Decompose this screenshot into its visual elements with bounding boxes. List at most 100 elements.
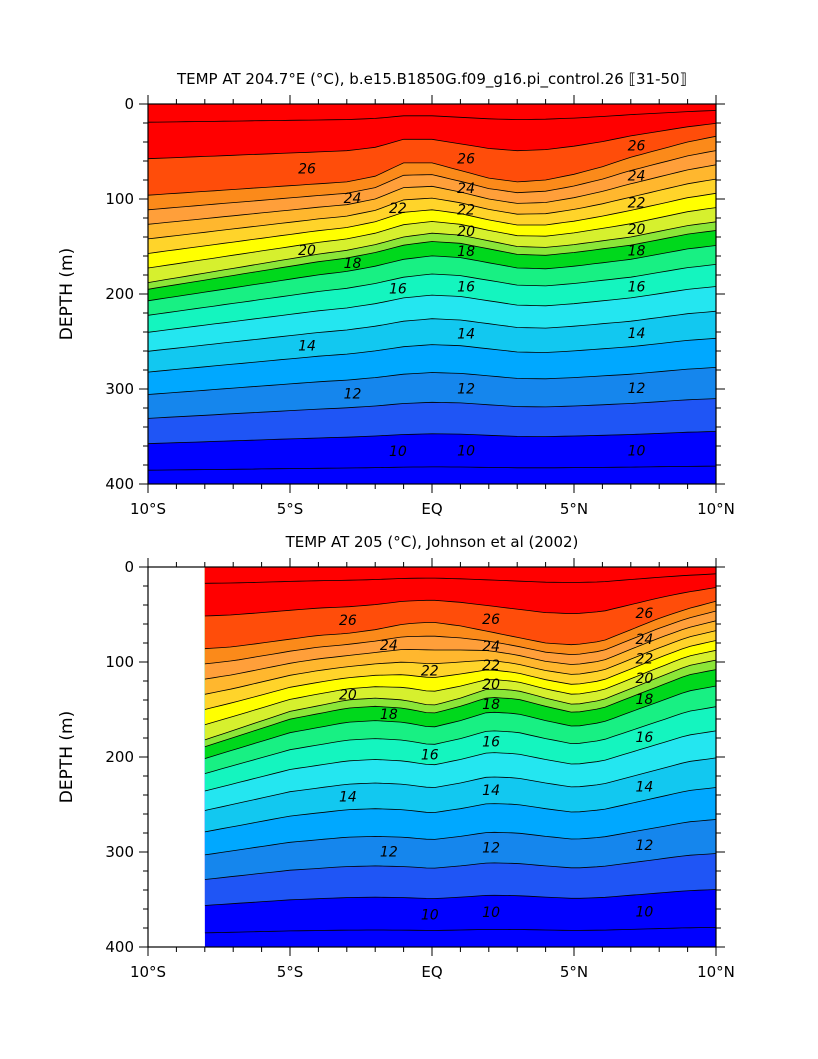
temperature-fill: 26 26 26 24 24 24 22 22 22 20 20 20 18 18 18 16 16 16 14 14… — [148, 104, 716, 484]
isotherm-line — [204, 685, 717, 759]
y-tick-label: 200 — [105, 748, 134, 766]
contour-label: 22 — [636, 652, 654, 668]
contour-label: 18 — [457, 244, 475, 260]
isotherm-line — [148, 367, 716, 395]
isotherm-line — [148, 110, 716, 123]
contour-label: 24 — [380, 638, 398, 654]
isotherm-line — [204, 573, 717, 584]
x-tick-label: 10°S — [130, 500, 166, 518]
isotherm-line — [204, 889, 717, 906]
contour-label: 16 — [636, 730, 654, 746]
contour-label: 12 — [380, 844, 398, 860]
isotherm-line — [204, 649, 717, 726]
contour-label: 18 — [380, 707, 398, 723]
contour-label: 20 — [636, 671, 654, 687]
y-axis-label-top: DEPTH (m) — [57, 248, 77, 340]
contour-label: 10 — [636, 904, 654, 920]
isotherm-line — [148, 164, 716, 225]
contour-label: 10 — [628, 443, 646, 459]
isotherm-line — [148, 150, 716, 211]
chart-title-top: TEMP AT 204.7°E (°C), b.e15.B1850G.f09_g… — [176, 70, 687, 89]
y-tick-label: 300 — [105, 380, 134, 398]
chart-panel-top: TEMP AT 204.7°E (°C), b.e15.B1850G.f09_g… — [57, 70, 735, 518]
isotherm-line — [204, 730, 717, 792]
contour-label: 22 — [482, 658, 500, 674]
isotherm-line — [148, 465, 716, 471]
contour-label: 26 — [339, 613, 357, 629]
y-tick-label: 200 — [105, 285, 134, 303]
isotherm-line — [204, 757, 717, 811]
isotherm-line — [204, 600, 717, 650]
x-tick-label: 5°N — [560, 500, 588, 518]
contour-label: 12 — [636, 838, 654, 854]
y-tick-label: 0 — [124, 558, 134, 576]
isotherm-line — [204, 587, 717, 617]
isotherm-line — [204, 610, 717, 665]
x-tick-label: EQ — [421, 963, 442, 981]
x-tick-label: 10°S — [130, 963, 166, 981]
chart-title-bottom: TEMP AT 205 (°C), Johnson et al (2002) — [285, 533, 579, 551]
isotherm-line — [204, 819, 717, 856]
isotherm-line — [148, 337, 716, 373]
contour-label: 24 — [457, 181, 475, 197]
isotherm-line — [148, 431, 716, 445]
isotherm-line — [148, 192, 716, 254]
contour-label: 14 — [628, 326, 646, 342]
contour-label: 14 — [457, 326, 475, 342]
contour-label: 18 — [636, 692, 654, 708]
contour-label: 16 — [457, 280, 475, 296]
isotherm-line — [204, 927, 717, 934]
contour-label: 26 — [628, 138, 646, 154]
contour-label: 22 — [457, 202, 475, 218]
x-tick-label: 10°N — [697, 500, 735, 518]
y-tick-label: 400 — [105, 475, 134, 493]
contour-label: 10 — [421, 907, 439, 923]
y-tick-label: 300 — [105, 843, 134, 861]
contour-label: 24 — [636, 632, 654, 648]
plot-area-bottom: 26 26 26 24 24 24 22 22 22 20 20 20 18 18 18 16 16 16 14 14… — [105, 558, 735, 981]
isotherm-line — [204, 630, 717, 695]
temperature-fill: 26 26 26 24 24 24 22 22 22 20 20 20 18 18 18 16 16 16 14 14… — [204, 567, 717, 947]
contour-label: 14 — [298, 338, 316, 354]
x-tick-label: 5°S — [277, 500, 304, 518]
contour-label: 22 — [421, 664, 439, 680]
plot-area-top: 26 26 26 24 24 24 22 22 22 20 20 20 18 18 18 16 16 16 14 14… — [105, 95, 735, 518]
isotherm-line — [204, 787, 717, 833]
contour-label: 26 — [636, 606, 654, 622]
contour-label: 14 — [636, 779, 654, 795]
contour-label: 14 — [482, 783, 500, 799]
contour-label: 24 — [482, 639, 500, 655]
contour-label: 12 — [628, 381, 646, 397]
warm-core — [204, 567, 290, 616]
isotherm-line — [204, 620, 717, 680]
contour-label: 12 — [457, 381, 475, 397]
isotherm-line — [148, 123, 716, 160]
contour-label: 20 — [482, 677, 500, 693]
contour-label: 20 — [339, 687, 357, 703]
contour-label: 14 — [339, 790, 357, 806]
isotherm-line — [148, 286, 716, 333]
contour-label: 20 — [457, 224, 475, 240]
contour-label: 26 — [457, 151, 475, 167]
y-tick-label: 100 — [105, 653, 134, 671]
y-axis-label-bottom: DEPTH (m) — [57, 711, 77, 803]
contour-label: 16 — [628, 279, 646, 295]
contour-label: 12 — [344, 386, 362, 402]
isotherm-line — [148, 245, 716, 302]
contour-label: 20 — [298, 243, 316, 259]
contour-label: 24 — [628, 169, 646, 185]
contour-label: 16 — [421, 747, 439, 763]
contour-label: 22 — [389, 201, 407, 217]
isotherm-line — [204, 853, 717, 880]
isotherm-line — [148, 221, 716, 283]
contour-label: 24 — [344, 191, 362, 207]
chart-panel-bottom: TEMP AT 205 (°C), Johnson et al (2002) D… — [57, 533, 735, 981]
isotherm-line — [148, 310, 716, 352]
x-tick-label: EQ — [421, 500, 442, 518]
contour-label: 16 — [389, 281, 407, 297]
contour-label: 20 — [628, 222, 646, 238]
isotherm-line — [148, 230, 716, 290]
isotherm-line — [148, 207, 716, 269]
isotherm-line — [204, 640, 717, 710]
